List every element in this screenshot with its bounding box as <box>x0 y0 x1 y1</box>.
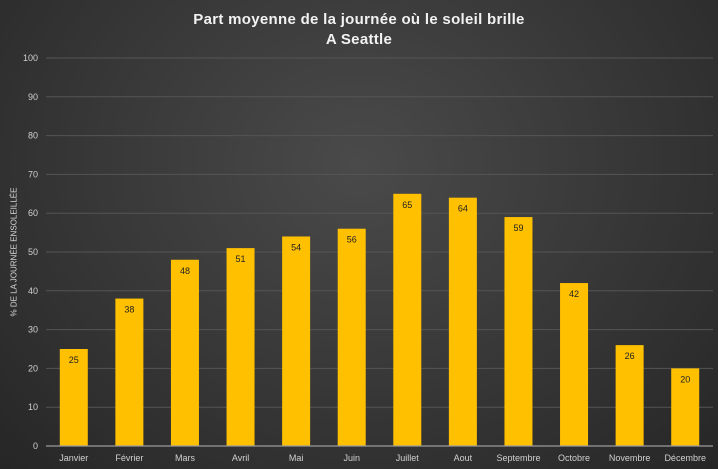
data-label: 51 <box>236 254 246 264</box>
bar <box>504 217 533 446</box>
x-tick-label: Février <box>115 453 143 463</box>
x-tick-label: Juillet <box>396 453 420 463</box>
y-tick-label: 80 <box>28 131 38 141</box>
data-label: 64 <box>458 204 468 214</box>
data-label: 25 <box>69 355 79 365</box>
x-tick-label: Juin <box>343 453 360 463</box>
bar <box>393 193 422 446</box>
data-label: 42 <box>569 289 579 299</box>
bar <box>226 248 255 446</box>
y-tick-label: 20 <box>28 363 38 373</box>
data-label: 59 <box>513 223 523 233</box>
bar <box>671 368 700 446</box>
bar <box>115 298 144 446</box>
data-label: 38 <box>124 305 134 315</box>
y-tick-label: 60 <box>28 208 38 218</box>
bar <box>615 345 644 446</box>
x-tick-label: Octobre <box>558 453 590 463</box>
x-tick-label: Novembre <box>609 453 651 463</box>
data-label: 54 <box>291 242 301 252</box>
y-tick-label: 40 <box>28 286 38 296</box>
data-label: 56 <box>347 235 357 245</box>
data-label: 20 <box>680 374 690 384</box>
bar <box>560 283 589 446</box>
bar <box>59 349 88 446</box>
x-tick-label: Janvier <box>59 453 88 463</box>
x-tick-label: Mars <box>175 453 195 463</box>
bar <box>448 197 477 446</box>
x-tick-label: Aout <box>454 453 473 463</box>
bar <box>170 259 199 446</box>
bar <box>337 228 366 446</box>
x-tick-label: Décembre <box>664 453 706 463</box>
data-label: 48 <box>180 266 190 276</box>
y-tick-label: 90 <box>28 92 38 102</box>
y-tick-label: 0 <box>33 441 38 451</box>
x-tick-label: Septembre <box>496 453 540 463</box>
chart-title: Part moyenne de la journée où le soleil … <box>0 10 718 50</box>
y-tick-label: 70 <box>28 169 38 179</box>
y-tick-label: 10 <box>28 402 38 412</box>
y-tick-label: 50 <box>28 247 38 257</box>
x-tick-label: Mai <box>289 453 304 463</box>
y-tick-label: 30 <box>28 325 38 335</box>
y-tick-label: 100 <box>23 53 38 63</box>
data-label: 26 <box>625 351 635 361</box>
chart-title-line1: Part moyenne de la journée où le soleil … <box>193 11 525 28</box>
data-label: 65 <box>402 200 412 210</box>
x-tick-label: Avril <box>232 453 249 463</box>
bar <box>282 236 311 446</box>
chart-subtitle: A Seattle <box>325 31 393 48</box>
